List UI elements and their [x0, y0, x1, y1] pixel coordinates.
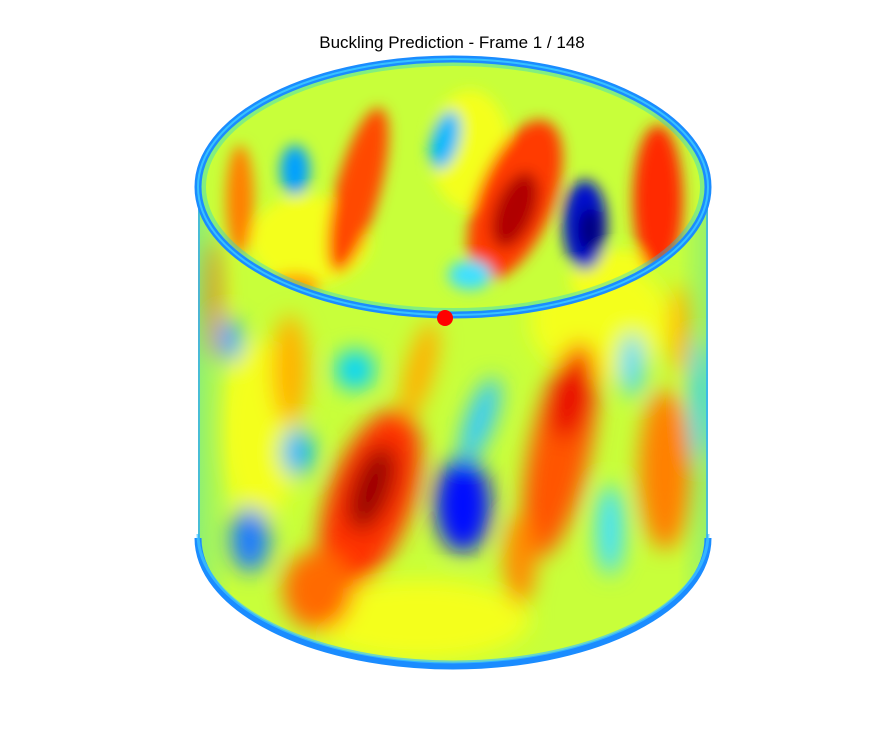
chart-title: Buckling Prediction - Frame 1 / 148	[319, 33, 585, 52]
cylinder-bottom-rim	[194, 537, 712, 670]
cylinder-inner-wall	[198, 59, 708, 315]
buckling-point-marker	[437, 310, 453, 326]
